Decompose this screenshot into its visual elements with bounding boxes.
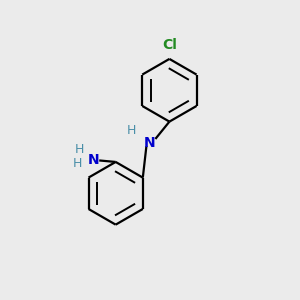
Text: H: H [75,142,85,156]
Text: N: N [88,154,99,167]
Text: Cl: Cl [162,38,177,52]
Text: H: H [127,124,136,137]
Text: N: N [144,136,156,149]
Text: H: H [73,157,82,170]
